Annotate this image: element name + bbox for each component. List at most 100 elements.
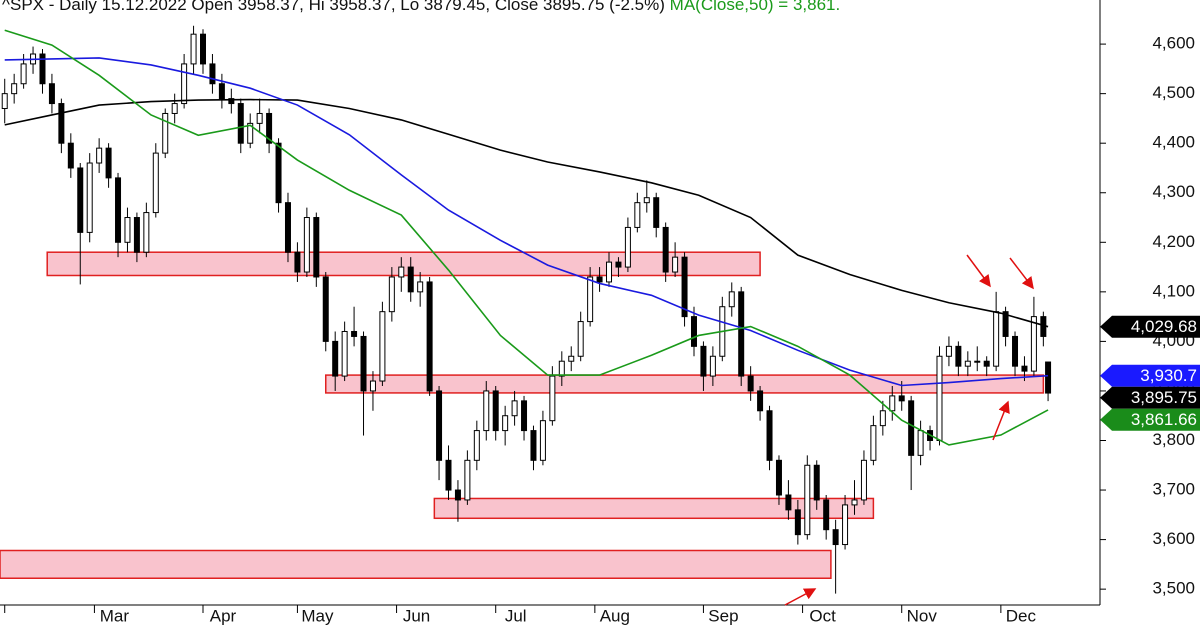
candle-body xyxy=(530,430,537,461)
candle-body xyxy=(228,98,235,105)
candle-body xyxy=(483,390,490,432)
candle-body xyxy=(190,33,197,65)
price-tag-label: 3,930.7 xyxy=(1140,366,1197,385)
candle-body xyxy=(936,355,943,441)
candle-body xyxy=(502,415,509,432)
candle-body xyxy=(426,281,433,392)
candle-body xyxy=(209,63,216,85)
candle-body xyxy=(662,226,669,273)
x-tick-label: Jun xyxy=(403,606,430,625)
candle-body xyxy=(1045,361,1052,394)
candle-body xyxy=(86,162,93,233)
candle-body xyxy=(341,330,348,377)
candle-body xyxy=(58,103,65,144)
candle-body xyxy=(643,197,650,204)
candle-body xyxy=(1021,365,1028,372)
x-tick-label: Nov xyxy=(907,606,938,625)
candle-body xyxy=(398,266,405,278)
x-tick-label: Oct xyxy=(809,606,836,625)
moving-average-line xyxy=(4,98,1049,328)
candle-body xyxy=(785,494,792,511)
candle-body xyxy=(879,410,886,427)
candle-body xyxy=(681,256,688,318)
candle-body xyxy=(653,197,660,228)
candle-body xyxy=(256,112,263,124)
candle-body xyxy=(417,281,424,293)
candle-body xyxy=(823,499,830,531)
price-tag xyxy=(1100,364,1200,387)
candle-body xyxy=(596,276,603,283)
support-zone xyxy=(433,497,875,520)
candle-body xyxy=(266,112,273,144)
price-tag xyxy=(1100,386,1200,409)
candle-body xyxy=(709,355,716,377)
candle-body xyxy=(889,395,896,412)
annotation-arrows xyxy=(784,254,1034,606)
candle-body xyxy=(388,276,395,313)
y-tick-label: 4,400 xyxy=(1152,133,1195,152)
candle-body xyxy=(407,266,414,293)
candle-body xyxy=(1012,335,1019,367)
price-tag xyxy=(1100,315,1200,338)
candle-body xyxy=(521,400,528,432)
y-tick-label: 3,500 xyxy=(1152,579,1195,598)
candle-body xyxy=(369,380,376,392)
candle-body xyxy=(322,276,329,342)
candle-body xyxy=(700,345,707,377)
candle-body xyxy=(445,459,452,491)
candle-body xyxy=(152,152,159,214)
x-tick-label: Sep xyxy=(708,606,738,625)
candle-body xyxy=(634,202,641,228)
candle-body xyxy=(124,217,131,243)
candle-body xyxy=(115,177,122,243)
price-tag xyxy=(1100,408,1200,431)
candle-body xyxy=(558,360,565,377)
candle-body xyxy=(464,459,471,501)
candle-body xyxy=(587,276,594,323)
candle-body xyxy=(738,291,745,377)
price-tag-label: 4,029.68 xyxy=(1131,317,1197,336)
candle-body xyxy=(351,330,358,337)
candle-body xyxy=(360,335,367,392)
candle-body xyxy=(48,83,55,105)
candle-body xyxy=(539,420,546,461)
candle-body xyxy=(1,93,8,110)
candle-body xyxy=(898,395,905,402)
candle-body xyxy=(577,321,584,357)
candle-body xyxy=(813,464,820,501)
candle-body xyxy=(200,33,207,65)
candle-body xyxy=(143,212,150,253)
y-tick-label: 3,600 xyxy=(1152,529,1195,548)
y-tick-label: 4,200 xyxy=(1152,232,1195,251)
support-zone xyxy=(0,549,832,579)
candle-body xyxy=(218,83,225,100)
candle-body xyxy=(728,291,735,308)
y-tick-label: 3,800 xyxy=(1152,430,1195,449)
candle-body xyxy=(766,410,773,461)
price-tag-label: 3,861.66 xyxy=(1131,410,1197,429)
candle-body xyxy=(67,142,74,169)
candle-body xyxy=(332,340,339,377)
x-tick-label: Dec xyxy=(1006,606,1037,625)
x-tick-label: May xyxy=(301,606,334,625)
candle-body xyxy=(842,504,849,546)
candle-body xyxy=(615,261,622,268)
candle-body xyxy=(133,217,140,253)
y-tick-label: 3,700 xyxy=(1152,480,1195,499)
candle-body xyxy=(492,390,499,432)
candle-body xyxy=(181,63,188,105)
candle-body xyxy=(747,375,754,392)
candle-body xyxy=(284,202,291,253)
y-tick-label: 4,300 xyxy=(1152,182,1195,201)
candle-body xyxy=(454,489,461,501)
candle-body xyxy=(473,430,480,461)
title-main: ^SPX - Daily 15.12.2022 Open 3958.37, Hi… xyxy=(2,0,665,14)
candle-body xyxy=(832,529,839,546)
y-tick-label: 4,500 xyxy=(1152,83,1195,102)
x-tick-label: Mar xyxy=(100,606,130,625)
candle-body xyxy=(794,509,801,536)
candle-body xyxy=(908,400,915,456)
chart-title: ^SPX - Daily 15.12.2022 Open 3958.37, Hi… xyxy=(2,0,840,14)
candle-body xyxy=(974,360,981,363)
